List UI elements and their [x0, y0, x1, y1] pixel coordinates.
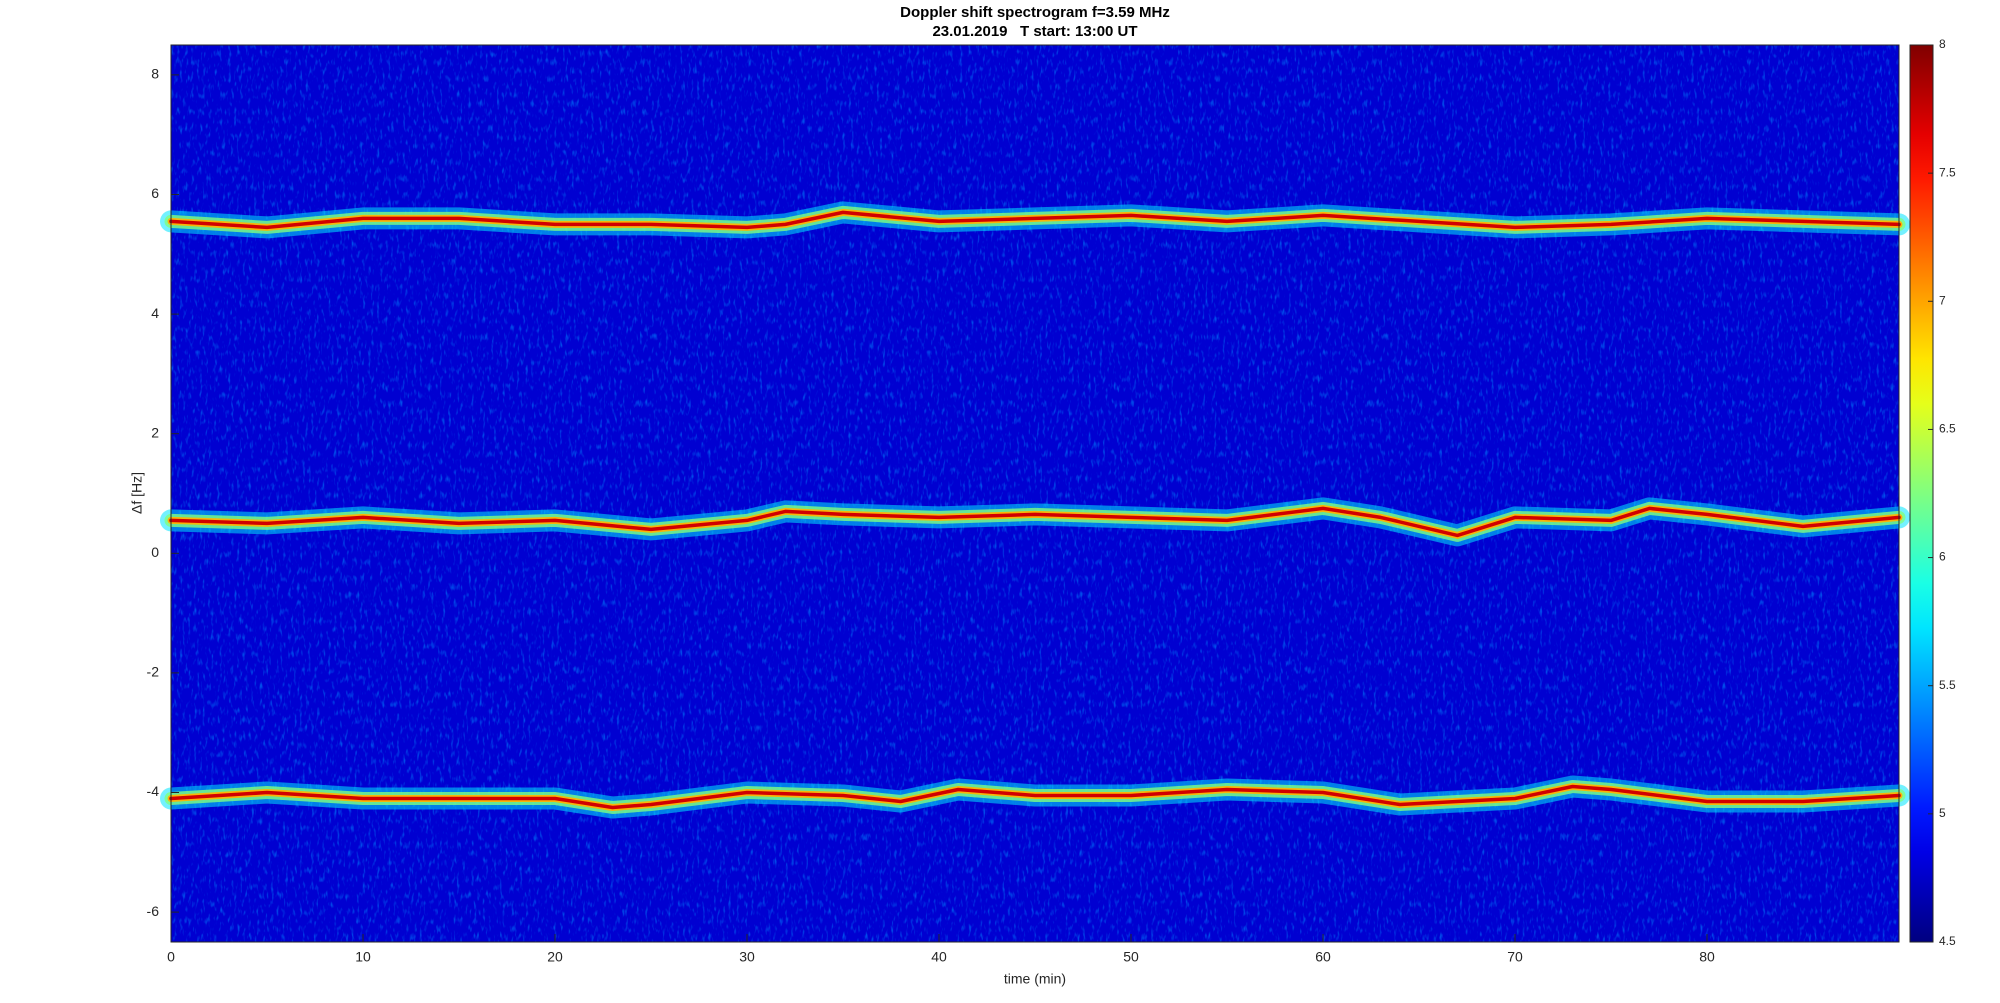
colorbar-tick-label: 8	[1939, 37, 1946, 51]
y-tick-label: -2	[147, 664, 160, 680]
y-tick-label: 8	[151, 66, 159, 82]
colorbar-tick-label: 7.5	[1939, 165, 1956, 179]
y-tick-label: 4	[151, 305, 159, 321]
trace	[169, 210, 1901, 230]
colorbar-tick-label: 4.5	[1939, 934, 1956, 948]
x-axis-label: time (min)	[1004, 971, 1066, 987]
y-tick-label: 2	[151, 424, 159, 440]
x-tick-label: 50	[1123, 949, 1139, 965]
x-tick-label: 40	[931, 949, 947, 965]
chart-title: Doppler shift spectrogram f=3.59 MHz	[900, 4, 1170, 21]
colorbar-tick-label: 6	[1939, 550, 1946, 564]
y-tick-label: -4	[147, 783, 160, 799]
trace	[169, 506, 1901, 538]
x-tick-label: 70	[1507, 949, 1523, 965]
x-tick-label: 80	[1699, 949, 1715, 965]
x-tick-label: 30	[739, 949, 755, 965]
y-tick-label: 0	[151, 544, 159, 560]
trace	[169, 784, 1901, 810]
colorbar	[1909, 44, 1934, 943]
colorbar-tick-label: 5	[1939, 806, 1946, 820]
x-tick-label: 20	[547, 949, 563, 965]
colorbar-tick-label: 5.5	[1939, 678, 1956, 692]
chart-subtitle: 23.01.2019 T start: 13:00 UT	[932, 23, 1137, 40]
x-tick-label: 0	[167, 949, 175, 965]
y-tick-label: -6	[147, 903, 160, 919]
plot-frame	[170, 44, 1900, 943]
y-tick-label: 6	[151, 185, 159, 201]
colorbar-tick-label: 7	[1939, 293, 1946, 307]
y-axis-label: Δf [Hz]	[129, 472, 145, 514]
x-tick-label: 60	[1315, 949, 1331, 965]
x-tick-label: 10	[355, 949, 371, 965]
colorbar-tick-label: 6.5	[1939, 422, 1956, 436]
